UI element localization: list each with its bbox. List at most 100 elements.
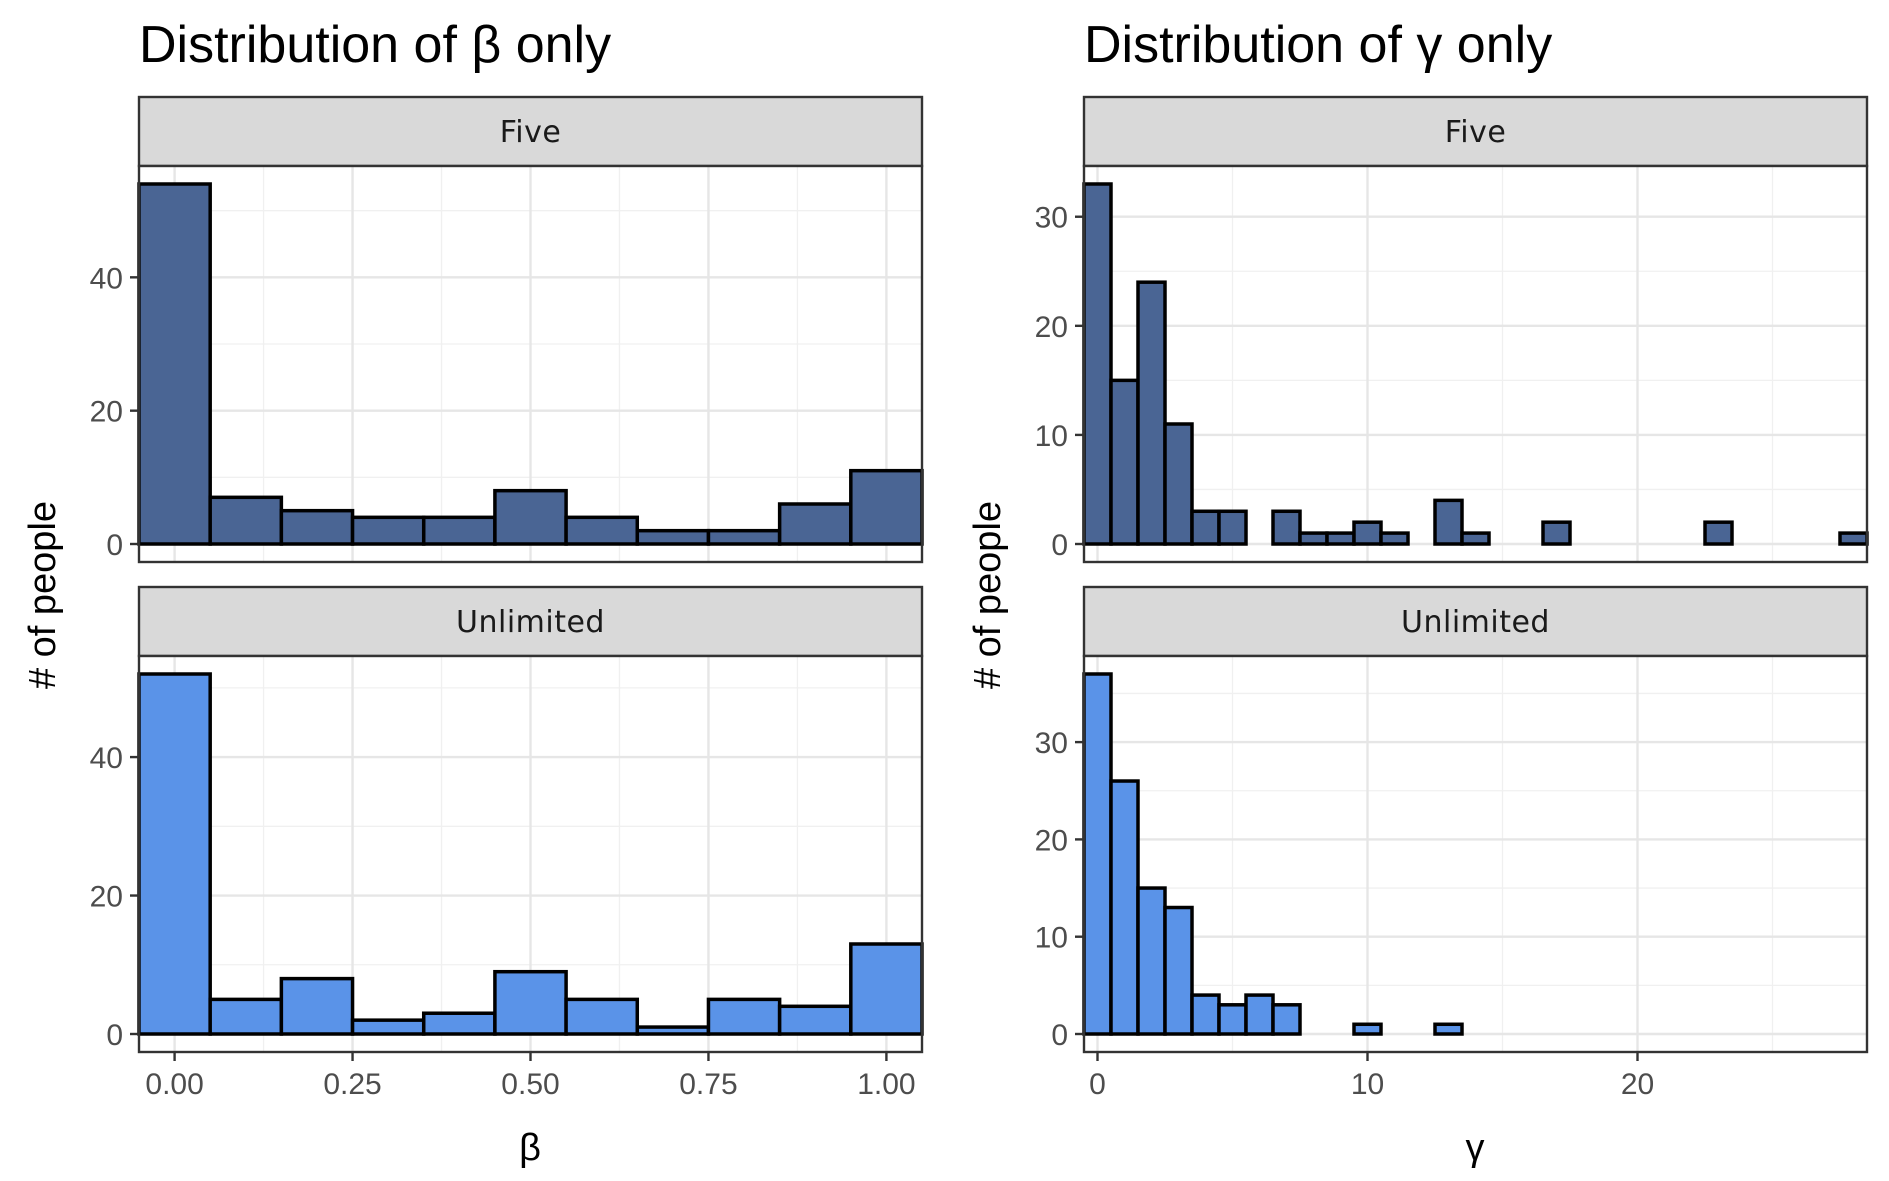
beta-unlimited-y-tick-label: 40 (90, 742, 123, 775)
beta-unlimited-strip (137, 585, 924, 658)
gamma-unlimited-y-tick-label: 30 (1035, 727, 1068, 760)
gamma-five-bar-4 (1190, 509, 1221, 546)
beta-five-y-tick-label: 20 (90, 396, 123, 429)
gamma-five-panel-background (1084, 166, 1867, 562)
beta-five-bar-0p8 (706, 528, 782, 546)
beta-unlimited-bar-0p6 (564, 997, 640, 1036)
gamma-unlimited-y-tick-label: 0 (1051, 1019, 1068, 1052)
gamma-five-panel: 0 10 20 30 (1035, 166, 1869, 562)
gamma-five-strip-label: Five (1445, 115, 1507, 150)
beta-x-tick-label: 0.50 (501, 1068, 559, 1101)
beta-y-axis-title: # of people (22, 501, 64, 689)
beta-x-axis-title: β (519, 1127, 541, 1169)
gamma-unlimited-y-tick-label: 10 (1035, 922, 1068, 955)
gamma-y-axis-title: # of people (967, 501, 1009, 689)
beta-unlimited-y-tick-label: 0 (106, 1019, 123, 1052)
beta-unlimited-bar-0p8 (706, 997, 782, 1036)
gamma-unlimited-panel-background (1084, 656, 1867, 1052)
gamma-five-y-tick-label: 30 (1035, 202, 1068, 235)
beta-unlimited-bar-0p1 (208, 997, 284, 1036)
gamma-unlimited-bar-7 (1271, 1003, 1302, 1036)
beta-x-tick-label: 0.25 (323, 1068, 381, 1101)
gamma-unlimited-strip-label: Unlimited (1401, 605, 1550, 640)
gamma-five-y-tick-label: 0 (1051, 529, 1068, 562)
gamma-unlimited-bar-0 (1082, 672, 1113, 1036)
gamma-five-bar-10 (1352, 520, 1383, 546)
beta-unlimited-bar-1 (849, 942, 924, 1036)
gamma-five-y-tick-label: 20 (1035, 311, 1068, 344)
gamma-five-bar-2 (1136, 280, 1167, 546)
beta-facet-unlimited: Unlimited 0 20 40 (90, 585, 924, 1054)
gamma-five-bar-14 (1460, 531, 1491, 546)
gamma-five-bar-0 (1082, 182, 1113, 546)
gamma-unlimited-bar-4 (1190, 993, 1221, 1036)
beta-unlimited-y-tick-label: 20 (90, 881, 123, 914)
gamma-unlimited-strip (1082, 585, 1869, 658)
gamma-x-tick-label: 20 (1621, 1068, 1654, 1101)
beta-x-tick-label: 1.00 (857, 1068, 915, 1101)
beta-x-axis: 0.00 0.25 0.50 0.75 1.00 (145, 1052, 916, 1101)
beta-five-bar-0 (137, 182, 212, 546)
beta-five-bar-1 (849, 468, 924, 546)
gamma-x-tick-label: 10 (1351, 1068, 1384, 1101)
gamma-five-bar-11 (1379, 531, 1410, 546)
beta-x-tick-label: 0.00 (145, 1068, 203, 1101)
beta-five-bar-0p2 (279, 508, 355, 546)
gamma-five-bar-13 (1433, 498, 1464, 546)
gamma-five-bar-8 (1298, 531, 1329, 546)
gamma-unlimited-bar-3 (1163, 905, 1194, 1036)
gamma-five-y-tick-label: 10 (1035, 420, 1068, 453)
gamma-x-axis-title: γ (1466, 1127, 1485, 1169)
beta-unlimited-strip-label: Unlimited (456, 605, 605, 640)
gamma-five-bar-3 (1163, 422, 1194, 546)
beta-five-strip (137, 95, 924, 168)
beta-five-bar-0p1 (208, 495, 284, 546)
gamma-unlimited-panel: 0 10 20 30 (1035, 656, 1867, 1052)
beta-five-bar-0p4 (421, 515, 497, 546)
gamma-unlimited-bar-10 (1352, 1022, 1383, 1036)
gamma-chart-title: Distribution of γ only (1084, 16, 1552, 74)
beta-five-strip-label: Five (500, 115, 562, 150)
beta-five-panel: 0 20 40 (90, 166, 924, 562)
beta-five-y-tick-label: 40 (90, 262, 123, 295)
gamma-five-bar-28 (1838, 531, 1869, 546)
beta-unlimited-bar-0p2 (279, 976, 355, 1036)
beta-unlimited-bar-0p4 (421, 1011, 497, 1036)
gamma-unlimited-panel-border (1082, 654, 1869, 1054)
gamma-five-panel-border (1082, 164, 1869, 564)
beta-five-y-tick-label: 0 (106, 529, 123, 562)
beta-five-bar-0p3 (350, 515, 426, 546)
beta-five-bar-0p7 (635, 528, 711, 546)
gamma-five-bar-23 (1703, 520, 1734, 546)
gamma-five-bar-5 (1217, 509, 1248, 546)
beta-five-bar-0p5 (493, 488, 568, 546)
beta-chart-title: Distribution of β only (139, 16, 611, 74)
beta-unlimited-bar-0 (137, 672, 212, 1036)
gamma-five-bar-1 (1109, 378, 1140, 546)
beta-unlimited-bar-0p7 (635, 1025, 711, 1036)
beta-five-panel-border (137, 164, 924, 564)
gamma-unlimited-bar-1 (1109, 779, 1140, 1036)
beta-unlimited-bar-0p5 (493, 969, 568, 1036)
gamma-unlimited-bar-2 (1136, 886, 1167, 1036)
gamma-chart: Distribution of γ only # of people γ Fiv… (967, 16, 1869, 1169)
gamma-facet-unlimited: Unlimited 0 10 20 30 (1035, 585, 1869, 1054)
beta-five-bar-0p6 (564, 515, 640, 546)
gamma-unlimited-y-tick-label: 20 (1035, 824, 1068, 857)
gamma-x-tick-label: 0 (1089, 1068, 1106, 1101)
beta-five-bar-0p9 (777, 502, 853, 546)
gamma-unlimited-bar-13 (1433, 1022, 1464, 1036)
beta-facet-five: Five 0 20 40 (90, 95, 924, 564)
beta-unlimited-panel: 0 20 40 (90, 656, 924, 1052)
gamma-unlimited-bar-6 (1244, 993, 1275, 1036)
gamma-five-bar-17 (1541, 520, 1572, 546)
beta-chart: Distribution of β only # of people β Fiv… (22, 16, 924, 1169)
gamma-facet-five: Five 0 10 20 30 (1035, 95, 1869, 564)
gamma-five-bar-9 (1325, 531, 1356, 546)
gamma-five-strip (1082, 95, 1869, 168)
gamma-unlimited-bar-5 (1217, 1003, 1248, 1036)
beta-unlimited-bar-0p9 (777, 1004, 853, 1036)
gamma-x-axis: 0 10 20 (1089, 1052, 1654, 1101)
beta-x-tick-label: 0.75 (679, 1068, 737, 1101)
